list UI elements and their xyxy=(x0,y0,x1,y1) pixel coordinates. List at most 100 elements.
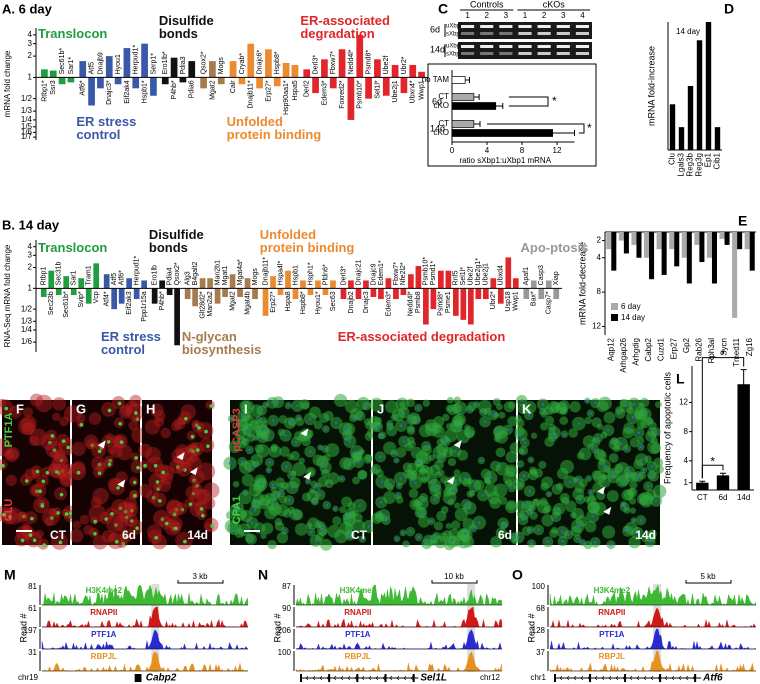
nucleus xyxy=(410,418,413,422)
gel-band xyxy=(575,52,589,55)
nucleus xyxy=(267,468,271,472)
cell xyxy=(76,413,86,423)
nucleus xyxy=(259,482,263,485)
stain-label: PTF1A xyxy=(3,413,15,448)
gene-label: Nfe2l2* xyxy=(400,262,407,285)
strand-arrow xyxy=(559,675,563,681)
bar xyxy=(482,288,489,300)
bar xyxy=(618,232,624,241)
row-group-label: 14d xyxy=(430,123,445,133)
gene-label: Bax* xyxy=(531,291,538,306)
x-tick-label: 14d xyxy=(737,493,750,502)
cell xyxy=(509,442,521,454)
gel-image xyxy=(458,22,592,39)
group-label: ER stress control xyxy=(100,329,161,357)
bar xyxy=(553,288,560,300)
nucleus xyxy=(325,503,328,507)
bar xyxy=(490,278,497,289)
cell xyxy=(159,465,175,480)
y-tick-label: 4 xyxy=(28,242,33,251)
nucleus xyxy=(619,442,623,445)
track-name: PTF1A xyxy=(599,630,625,639)
cell xyxy=(112,515,129,531)
gene-label: Ube2j1 xyxy=(392,80,399,102)
cell xyxy=(264,506,278,520)
gel-row-label: 14d xyxy=(430,44,445,54)
cell xyxy=(540,482,549,491)
cell xyxy=(592,501,607,516)
cell xyxy=(238,490,252,505)
bar xyxy=(400,77,408,94)
cell xyxy=(498,496,508,505)
nucleus xyxy=(69,515,73,519)
nucleus xyxy=(266,434,270,437)
y-tick-label: 2 xyxy=(28,263,33,272)
nucleus xyxy=(348,440,352,443)
cell xyxy=(341,496,353,508)
highlight xyxy=(151,584,160,672)
nucleus xyxy=(561,530,564,534)
cell xyxy=(418,424,432,438)
y-tick-label: 3 xyxy=(28,39,33,48)
gene-label: Dnajb11* xyxy=(262,257,269,286)
nucleus xyxy=(190,434,195,439)
gene-label: Hyou1* xyxy=(315,291,322,314)
panel-title: B. 14 day xyxy=(2,217,60,232)
x-tick-label: Cuzd1 xyxy=(657,337,666,361)
nucleus xyxy=(68,511,73,516)
bar xyxy=(408,274,414,289)
x-tick-label: Zg16 xyxy=(745,337,754,356)
bar xyxy=(329,77,337,89)
y-tick-label: 8 xyxy=(684,427,689,436)
nucleus xyxy=(97,462,102,467)
cell xyxy=(639,397,650,408)
signal-track xyxy=(549,608,757,628)
bar xyxy=(330,280,336,289)
nucleus xyxy=(49,516,54,520)
track-name: RBPJL xyxy=(345,652,371,661)
nucleus xyxy=(650,465,654,468)
bar xyxy=(696,40,703,150)
signal-track xyxy=(295,606,503,628)
arrowhead xyxy=(176,452,185,461)
nucleus xyxy=(648,540,652,543)
x-tick-label: 12 xyxy=(553,146,562,155)
cell xyxy=(22,407,34,418)
strand-arrow xyxy=(396,675,400,681)
nucleus xyxy=(283,529,286,533)
nucleus xyxy=(64,512,69,516)
exon xyxy=(328,674,331,682)
micrograph xyxy=(72,400,140,545)
cell xyxy=(279,446,290,458)
group-label: Apo-ptosis xyxy=(520,240,589,255)
cell xyxy=(584,520,597,533)
gene-label: Nedd4l* xyxy=(348,49,355,74)
bar xyxy=(222,288,228,297)
gene-label: Atf5 xyxy=(88,62,95,75)
nucleus xyxy=(50,434,55,438)
cell xyxy=(0,438,13,457)
cell xyxy=(447,457,457,467)
bar xyxy=(132,77,140,89)
nucleus xyxy=(60,469,65,473)
bar xyxy=(338,49,346,78)
strand-arrow xyxy=(368,675,372,681)
nucleus xyxy=(589,491,593,494)
y-axis-label: mRNA fold-increase xyxy=(646,46,656,126)
gene-label: Mogs xyxy=(218,57,225,75)
cell xyxy=(289,477,301,489)
nucleus xyxy=(577,422,580,425)
y-tick-label: 1 xyxy=(684,478,689,487)
nucleus xyxy=(344,427,347,431)
cell xyxy=(353,512,363,523)
nucleus xyxy=(468,408,472,411)
gene-label: Casp3 xyxy=(538,265,545,285)
signal-track xyxy=(295,651,503,672)
cell xyxy=(406,426,416,436)
condition-label: CT xyxy=(50,528,67,542)
cell xyxy=(608,438,621,450)
nucleus xyxy=(192,478,196,483)
bar xyxy=(229,274,236,289)
nucleus xyxy=(272,419,275,422)
track-max: 100 xyxy=(532,582,546,591)
